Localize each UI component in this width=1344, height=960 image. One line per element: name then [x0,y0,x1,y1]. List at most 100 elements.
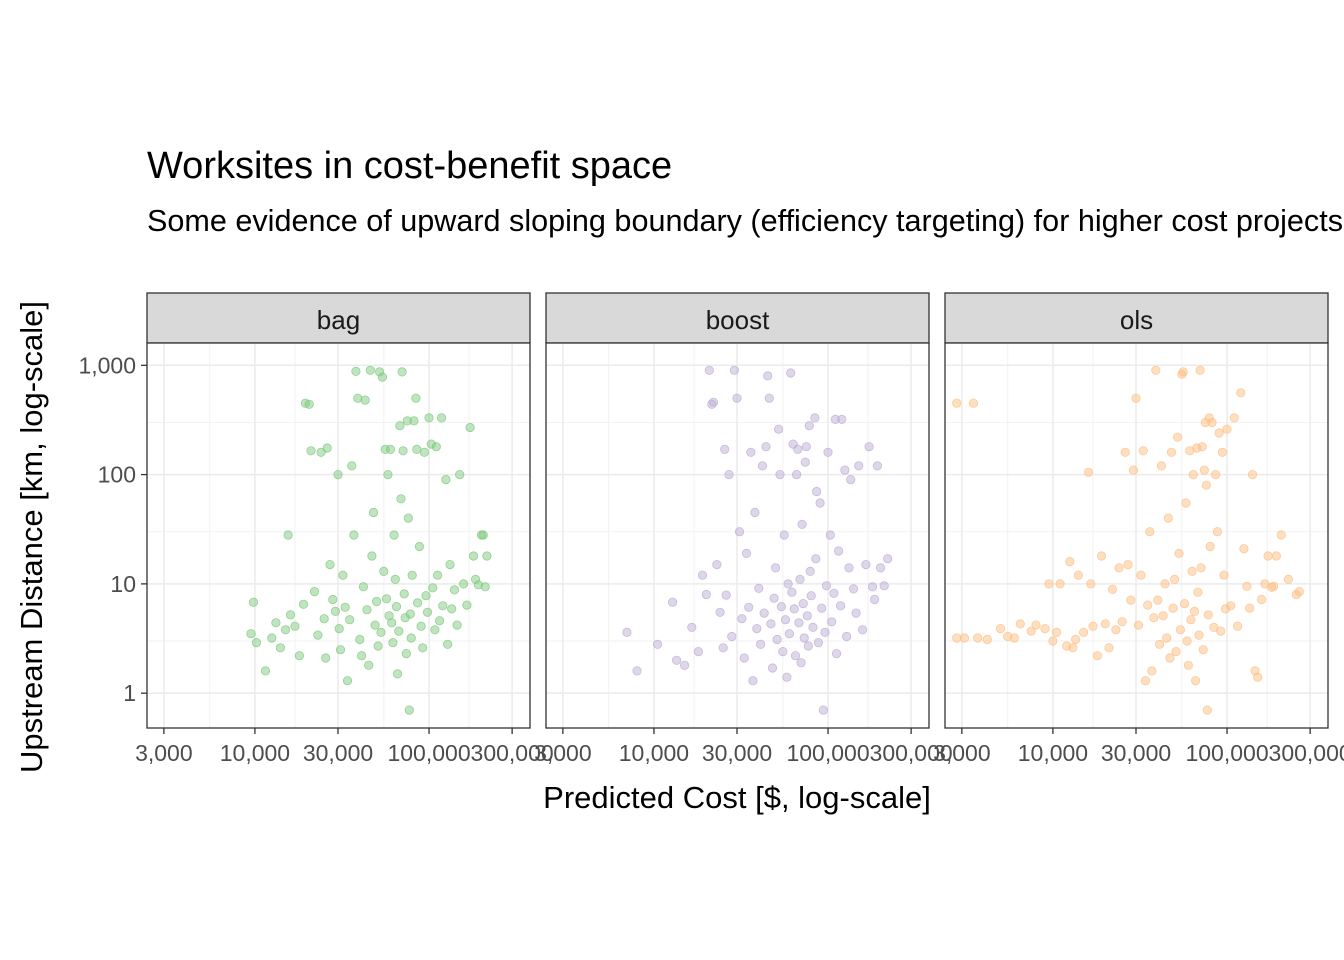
data-point [798,598,808,609]
data-point [432,570,443,580]
data-point [857,625,868,635]
data-point [759,608,769,618]
y-axis-label: Upstream Distance [km, log-scale] [14,301,49,773]
data-point [1145,527,1155,537]
data-point [1198,645,1208,655]
data-point [364,660,374,670]
data-point [304,399,314,409]
x-tick-label: 30,000 [1101,740,1171,766]
data-point [392,669,403,679]
data-point [872,461,883,471]
data-point [818,705,829,715]
data-point [1079,627,1089,638]
data-point [1073,570,1084,580]
data-point [421,591,431,601]
data-point [1191,676,1201,686]
data-point [1203,610,1213,620]
data-point [1276,530,1286,540]
data-point [1155,639,1165,649]
data-point [458,579,469,589]
data-point [821,581,832,591]
data-point [455,469,465,480]
facet-panel-ols: ols 3,000 10,000 30,000 100,000 300,000 [933,292,1344,766]
data-point [704,365,714,375]
data-point [1048,636,1058,646]
data-point [1245,603,1255,613]
data-point [294,651,304,661]
data-point [724,469,734,480]
data-point [385,444,395,454]
data-point [982,634,992,645]
data-point [373,641,383,651]
data-point [407,570,417,580]
data-point [340,602,350,612]
data-point [835,601,846,611]
data-point [365,365,375,375]
x-tick-label: 300,000 [471,740,554,766]
data-point [632,666,642,676]
x-tick-label: 10,000 [1018,740,1088,766]
data-point [441,474,451,485]
data-point [306,446,316,456]
data-point [801,442,811,452]
data-point [389,530,399,540]
data-point [390,574,400,585]
data-point [409,416,419,426]
data-point [1162,633,1172,643]
facet-strip [545,292,930,344]
data-point [783,579,793,589]
data-point [1219,570,1229,580]
data-point [430,625,440,635]
data-point [973,633,983,643]
data-point [869,594,880,605]
data-point [823,447,833,457]
data-point [271,618,281,628]
data-point [1071,634,1081,645]
data-point [403,513,413,523]
data-point [729,365,740,375]
data-point [789,604,799,614]
data-point [761,442,771,452]
data-point [468,551,479,561]
data-point [1283,574,1294,585]
data-point [846,474,856,485]
data-point [829,588,839,598]
data-point [322,443,332,453]
data-point [1111,625,1121,635]
data-point [748,676,758,686]
data-point [333,469,343,480]
data-point [746,447,756,457]
data-point [394,626,404,636]
data-point [1168,603,1178,613]
x-tick-label: 100,000 [387,740,470,766]
data-point [1126,595,1136,605]
data-point [1222,424,1232,434]
data-point [744,602,754,612]
x-tick-label: 30,000 [702,740,772,766]
data-point [720,444,730,454]
data-point [805,566,815,577]
data-point [1182,636,1192,646]
data-point [757,461,768,471]
data-point [779,530,789,540]
data-point [356,651,367,661]
data-point [840,465,850,475]
data-point [667,597,678,607]
data-point [1271,551,1282,561]
data-point [260,666,271,676]
data-point [1117,617,1127,627]
data-point [1143,600,1153,610]
data-point [1253,672,1263,682]
data-point [376,627,386,638]
data-point [251,637,261,648]
data-point [782,672,792,682]
data-point [1147,666,1157,676]
data-point [737,614,747,624]
data-point [1226,601,1236,611]
data-point [795,574,805,585]
data-point [1175,625,1186,635]
facet-strip-label: ols [1120,305,1153,335]
data-point [1207,417,1217,428]
data-point [383,469,393,480]
data-point [808,622,818,633]
